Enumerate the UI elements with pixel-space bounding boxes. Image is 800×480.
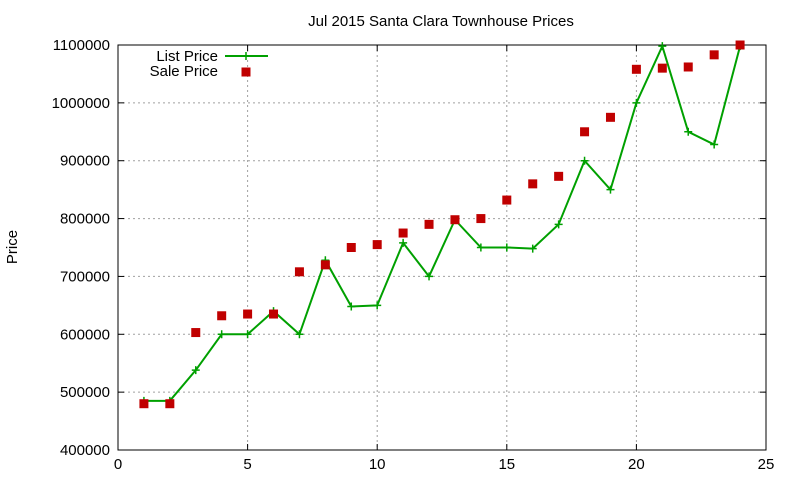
list-price-point (710, 140, 719, 149)
list-price-point (399, 238, 408, 247)
y-tick-label: 500000 (60, 384, 110, 401)
chart-title: Jul 2015 Santa Clara Townhouse Prices (308, 13, 574, 30)
sale-price-point (269, 309, 279, 319)
sale-price-point (424, 219, 434, 229)
list-price-point (606, 185, 615, 194)
list-price-point (347, 302, 356, 311)
series-layer (139, 40, 745, 409)
sale-price-point (346, 243, 356, 252)
list-price-point (217, 330, 226, 339)
sale-price-point (580, 127, 590, 137)
sale-price-point (528, 179, 538, 189)
list-price-point (554, 220, 563, 229)
list-price-point (632, 98, 641, 107)
x-tick-label: 0 (114, 456, 122, 473)
list-price-point (243, 330, 252, 339)
sale-price-point (243, 309, 253, 319)
list-price-point (528, 244, 537, 253)
list-price-point (502, 243, 511, 252)
sale-price-point (605, 112, 615, 122)
y-tick-label: 600000 (60, 326, 110, 343)
y-tick-label: 700000 (60, 268, 110, 285)
x-tick-label: 10 (369, 456, 386, 473)
sale-price-point (165, 399, 175, 409)
list-price-point (476, 243, 485, 252)
list-price-line (143, 43, 742, 402)
sale-price-point (554, 171, 564, 181)
y-tick-label: 1000000 (52, 95, 110, 112)
sale-price-point (294, 267, 304, 277)
x-tick-label: 25 (758, 456, 775, 473)
sale-price-point (320, 260, 330, 270)
y-tick-label: 400000 (60, 442, 110, 459)
list-price-point (295, 330, 304, 339)
plot-frame (117, 44, 767, 451)
ticks-layer: 0 5 10 15 20 25 400000 500000 600000 700000 800000… (52, 37, 775, 473)
y-tick-label: 800000 (60, 211, 110, 228)
x-tick-label: 5 (243, 456, 251, 473)
sale-price-point (709, 50, 719, 60)
sale-price-point (476, 214, 486, 224)
legend-label-sale-price: Sale Price (150, 63, 218, 80)
list-price-point (658, 42, 667, 51)
y-axis-label: Price (4, 230, 21, 264)
list-price-point (684, 127, 693, 136)
y-tick-label: 900000 (60, 153, 110, 170)
sale-price-point (450, 215, 460, 225)
y-tick-label: 1100000 (53, 37, 110, 54)
sale-price-point (631, 64, 641, 74)
sale-price-point (217, 311, 227, 321)
x-tick-label: 15 (498, 456, 515, 473)
legend-marker-sale-price (241, 67, 251, 77)
grid-layer (118, 45, 766, 450)
list-price-point (373, 301, 382, 310)
legend-label-list-price: List Price (156, 48, 218, 65)
list-price-point (191, 366, 200, 375)
sale-price-point (191, 328, 201, 338)
legend: List Price Sale Price (150, 48, 268, 80)
sale-price-point (398, 228, 408, 238)
sale-price-point (657, 63, 667, 73)
sale-price-point (502, 195, 512, 205)
list-price-point (425, 272, 434, 281)
sale-price-point (735, 40, 745, 50)
sale-price-point (139, 399, 149, 409)
x-tick-label: 20 (628, 456, 645, 473)
list-price-point (580, 156, 589, 165)
legend-cross-list-price (242, 52, 250, 60)
sale-price-point (683, 62, 693, 72)
sale-price-point (372, 240, 382, 250)
